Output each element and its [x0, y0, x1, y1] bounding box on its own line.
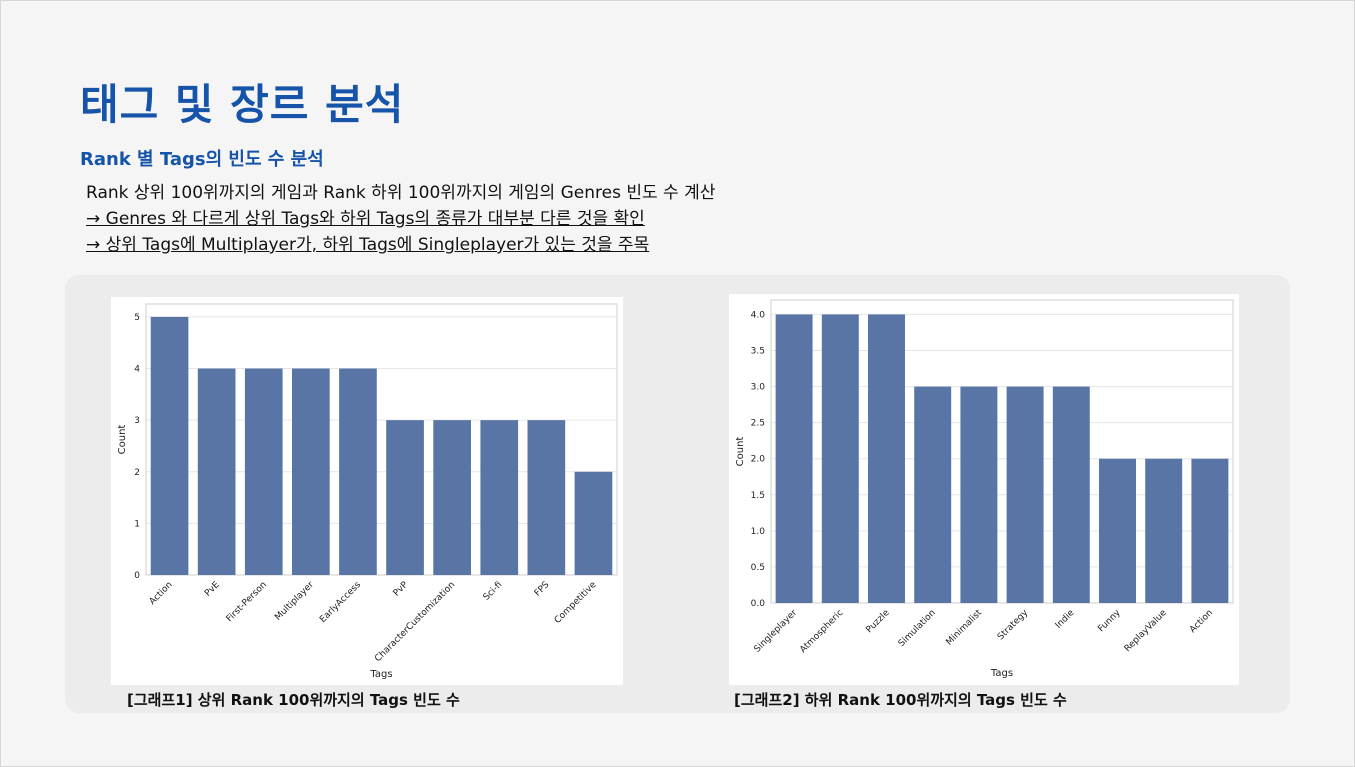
chart2-xtick-label: ReplayValue — [1123, 608, 1169, 654]
description-line-3: → 상위 Tags에 Multiplayer가, 하위 Tags에 Single… — [86, 235, 650, 255]
chart2-xtick-label: Indie — [1054, 608, 1077, 631]
chart2-ytick-label: 0.0 — [751, 599, 766, 609]
chart1-ytick-label: 5 — [134, 313, 140, 323]
chart2-ytick-label: 0.5 — [751, 563, 765, 573]
chart1-xtick-label: EarlyAccess — [318, 580, 363, 625]
chart1-xtick-label: Multiplayer — [273, 580, 316, 623]
chart1-bar — [386, 420, 424, 575]
chart2-bar — [1052, 386, 1090, 603]
chart2-bar — [868, 314, 905, 603]
chart-top-rank-svg: 0 1 2 3 4 5 Action PvE First-Person Multiplayer Ea… — [117, 303, 618, 680]
chart1-bar — [480, 420, 519, 575]
chart2-bar — [1099, 458, 1136, 603]
chart2-ytick-label: 1.0 — [751, 527, 766, 537]
chart2-ylabel: Count — [735, 437, 746, 467]
chart1-xtick-label: Sci-fi — [482, 580, 505, 603]
chart2-bar — [1145, 458, 1183, 603]
chart1-xtick-label: First-Person — [225, 580, 269, 624]
chart2-ytick-label: 2.5 — [751, 419, 765, 429]
chart2-xtick-label: Atmospheric — [798, 608, 845, 655]
chart2-xtick-label: Puzzle — [864, 608, 892, 636]
chart1-bar — [244, 368, 283, 575]
chart2-xtick-label: Simulation — [897, 608, 938, 649]
chart1-xtick-label: CharacterCustomization — [373, 580, 457, 664]
chart1-bar — [197, 368, 236, 575]
chart2-bar — [775, 314, 813, 603]
chart2-ytick-label: 2.0 — [751, 455, 766, 465]
chart1-xtick-label: Action — [148, 580, 175, 607]
section-subtitle: Rank 별 Tags의 빈도 수 분석 — [80, 149, 324, 170]
chart2-bar — [821, 314, 859, 603]
chart2-xlabel: Tags — [990, 668, 1013, 679]
chart1-bar — [574, 471, 613, 575]
chart-bottom-rank-tags: 0.0 0.5 1.0 1.5 2.0 2.5 3.0 3.5 4.0 Singleplayer A… — [729, 294, 1239, 685]
caption-chart-2: [그래프2] 하위 Rank 100위까지의 Tags 빈도 수 — [734, 691, 1067, 709]
chart1-plot-frame — [145, 303, 618, 576]
chart2-ytick-label: 4.0 — [751, 310, 766, 320]
chart-top-rank-tags: 0 1 2 3 4 5 Action PvE First-Person Multiplayer Ea… — [111, 297, 623, 685]
chart1-ytick-label: 2 — [134, 468, 140, 478]
chart2-plot-frame — [770, 299, 1234, 604]
chart1-ytick-label: 3 — [134, 416, 140, 426]
page-title: 태그 및 장르 분석 — [80, 80, 405, 129]
chart2-ytick-label: 3.5 — [751, 347, 765, 357]
chart1-xlabel: Tags — [369, 669, 392, 680]
chart1-xtick-label: FPS — [533, 580, 552, 599]
chart1-bar — [292, 368, 330, 575]
chart2-xtick-label: Minimalist — [944, 608, 984, 648]
chart2-xtick-label: Strategy — [996, 608, 1031, 643]
chart1-bar — [433, 420, 471, 575]
chart2-bar — [914, 386, 952, 603]
chart2-bar — [1191, 458, 1229, 603]
chart1-ylabel: Count — [117, 425, 128, 455]
chart1-bar — [527, 420, 566, 575]
chart2-xtick-label: Action — [1188, 608, 1215, 635]
caption-chart-1: [그래프1] 상위 Rank 100위까지의 Tags 빈도 수 — [127, 691, 460, 709]
chart1-bar — [150, 316, 189, 575]
chart1-xtick-label: Competitive — [553, 580, 599, 626]
description-line-2: → Genres 와 다르게 상위 Tags와 하위 Tags의 종류가 대부분… — [86, 209, 645, 229]
chart2-xtick-label: Funny — [1096, 608, 1123, 635]
chart2-bar — [960, 386, 998, 603]
chart2-ytick-label: 3.0 — [751, 383, 766, 393]
chart1-ytick-label: 1 — [134, 519, 140, 529]
description-line-1: Rank 상위 100위까지의 게임과 Rank 하위 100위까지의 게임의 … — [86, 183, 716, 203]
chart1-ytick-label: 0 — [134, 571, 140, 581]
chart1-ytick-label: 4 — [134, 365, 140, 375]
chart1-bar — [339, 368, 377, 575]
chart2-xtick-label: Singleplayer — [753, 608, 800, 655]
chart2-bar — [1006, 386, 1044, 603]
chart1-xtick-label: PvE — [203, 580, 222, 599]
chart1-xtick-label: PvP — [392, 580, 411, 599]
chart2-ytick-label: 1.5 — [751, 491, 765, 501]
